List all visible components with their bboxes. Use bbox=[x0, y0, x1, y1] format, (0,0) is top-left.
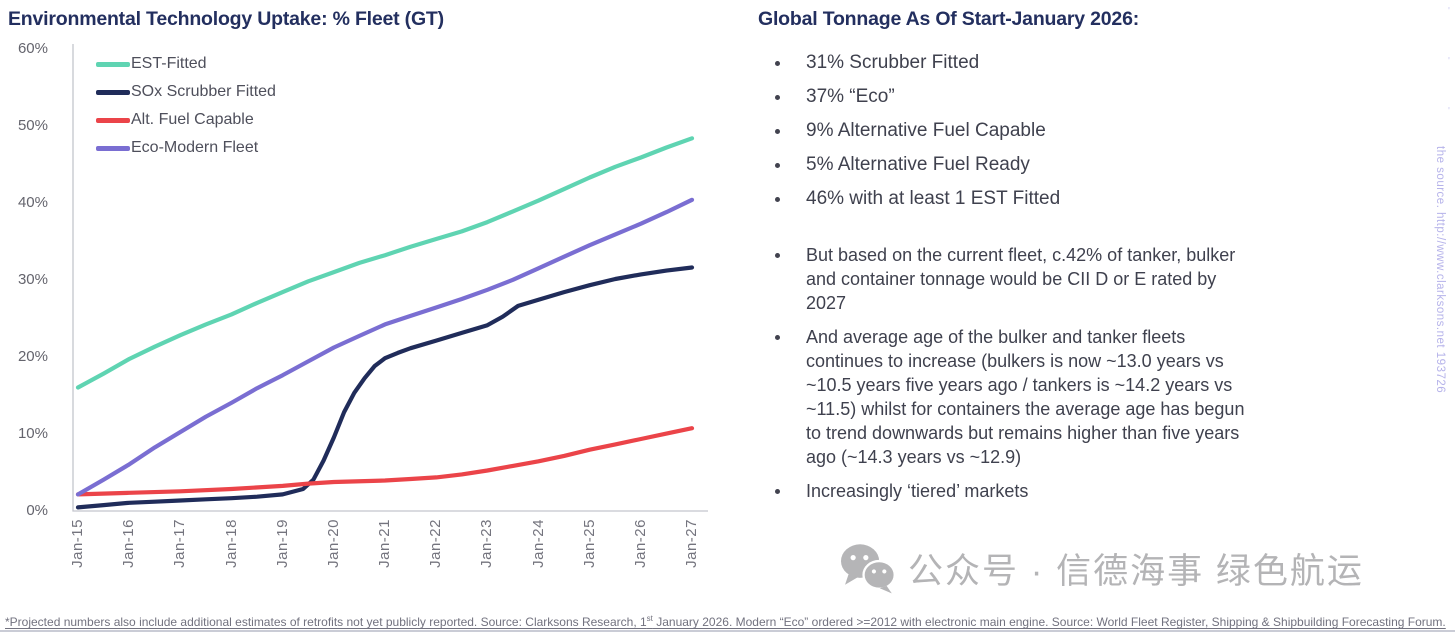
x-axis-label: Jan-26 bbox=[631, 519, 649, 568]
chart-title: Environmental Technology Uptake: % Fleet… bbox=[8, 8, 444, 30]
axis-lines bbox=[72, 44, 708, 512]
legend-item-alt-fuel: Alt. Fuel Capable bbox=[96, 106, 276, 134]
footer-note: *Projected numbers also include addition… bbox=[5, 614, 1453, 629]
x-axis-label: Jan-20 bbox=[324, 519, 342, 568]
line-chart bbox=[72, 44, 708, 512]
stat-text: 5% Alternative Fuel Ready bbox=[806, 154, 1030, 175]
bullet-icon bbox=[775, 197, 780, 202]
legend-label: SOx Scrubber Fitted bbox=[131, 83, 276, 100]
bullet-icon bbox=[775, 163, 780, 168]
legend-label: EST-Fitted bbox=[131, 55, 207, 72]
chart-legend: EST-Fitted SOx Scrubber Fitted Alt. Fuel… bbox=[96, 50, 276, 162]
series-line bbox=[75, 426, 695, 497]
series-line bbox=[75, 197, 695, 497]
bullet-icon bbox=[775, 61, 780, 66]
wechat-watermark: 公众号 · 信德海事 绿色航运 bbox=[838, 542, 1364, 594]
x-axis-label: Jan-21 bbox=[376, 519, 393, 568]
narrative-list: But based on the current fleet, c.42% of… bbox=[758, 243, 1258, 503]
y-axis-label: 60% bbox=[17, 40, 48, 58]
bullet-icon bbox=[775, 129, 780, 134]
side-watermark: the source. http://www.clarksons.net 193… bbox=[1434, 146, 1446, 394]
legend-swatch-line bbox=[96, 61, 130, 67]
y-axis-label: 20% bbox=[17, 347, 48, 365]
stat-text: 37% “Eco” bbox=[806, 86, 895, 107]
stat-text: 31% Scrubber Fitted bbox=[806, 52, 980, 73]
stats-list: 31% Scrubber Fitted 37% “Eco” 9% Alterna… bbox=[758, 53, 1408, 209]
text-panel: Global Tonnage As Of Start-January 2026:… bbox=[758, 8, 1408, 513]
narrative-text: Increasingly ‘tiered’ markets bbox=[806, 481, 1029, 501]
narrative-text: But based on the current fleet, c.42% of… bbox=[806, 245, 1236, 313]
x-axis-label: Jan-15 bbox=[69, 519, 86, 568]
x-axis-label: Jan-23 bbox=[478, 519, 496, 568]
legend-item-eco-modern: Eco-Modern Fleet bbox=[96, 134, 276, 162]
list-item: And average age of the bulker and tanker… bbox=[758, 325, 1258, 469]
legend-item-sox-scrubber: SOx Scrubber Fitted bbox=[96, 78, 276, 106]
legend-swatch-line bbox=[96, 89, 130, 95]
stat-text: 9% Alternative Fuel Capable bbox=[806, 120, 1046, 141]
footer-text: January 2026. Modern “Eco” ordered >=201… bbox=[652, 615, 1446, 629]
list-item: But based on the current fleet, c.42% of… bbox=[758, 243, 1258, 315]
legend-swatch-line bbox=[96, 145, 130, 151]
stat-text: 46% with at least 1 EST Fitted bbox=[806, 188, 1061, 209]
x-axis-label: Jan-18 bbox=[222, 519, 240, 568]
list-item: 9% Alternative Fuel Capable bbox=[758, 121, 1408, 141]
bullet-icon bbox=[775, 95, 780, 100]
y-axis-label: 40% bbox=[17, 193, 48, 211]
x-axis-label: Jan-17 bbox=[171, 519, 189, 568]
edge-watermark-mark: ' bbox=[1448, 6, 1450, 17]
x-axis-label: Jan-19 bbox=[273, 519, 291, 568]
bottom-divider bbox=[0, 630, 1455, 632]
legend-swatch-line bbox=[96, 117, 130, 123]
y-axis-label: 30% bbox=[17, 270, 48, 288]
edge-watermark-mark: ' bbox=[1448, 56, 1450, 67]
edge-watermark-mark: ' bbox=[1448, 106, 1450, 117]
bullet-icon bbox=[775, 335, 780, 340]
x-axis-label: Jan-16 bbox=[120, 519, 138, 568]
wechat-icon bbox=[841, 544, 896, 594]
legend-label: Eco-Modern Fleet bbox=[131, 139, 259, 156]
series-line bbox=[75, 136, 695, 390]
section-title: Global Tonnage As Of Start-January 2026: bbox=[758, 8, 1140, 30]
list-item: 37% “Eco” bbox=[758, 87, 1408, 107]
list-item: 46% with at least 1 EST Fitted bbox=[758, 189, 1408, 209]
legend-item-est-fitted: EST-Fitted bbox=[96, 50, 276, 78]
y-axis-label: 50% bbox=[17, 117, 48, 134]
wechat-watermark-text: 公众号 · 信德海事 绿色航运 bbox=[908, 551, 1364, 591]
y-axis-label: 10% bbox=[17, 424, 48, 442]
x-axis-label: Jan-27 bbox=[683, 519, 700, 568]
x-axis-label: Jan-24 bbox=[529, 519, 547, 568]
bullet-icon bbox=[775, 253, 780, 258]
bullet-icon bbox=[775, 489, 780, 494]
chart-panel: Environmental Technology Uptake: % Fleet… bbox=[8, 8, 708, 568]
footer-superscript: st bbox=[646, 614, 653, 623]
legend-label: Alt. Fuel Capable bbox=[131, 111, 254, 128]
list-item: 5% Alternative Fuel Ready bbox=[758, 155, 1408, 175]
list-item: Increasingly ‘tiered’ markets bbox=[758, 479, 1258, 503]
y-axis-label: 0% bbox=[26, 501, 48, 519]
x-axis-label: Jan-22 bbox=[427, 519, 445, 568]
list-item: 31% Scrubber Fitted bbox=[758, 53, 1408, 73]
footer-text: *Projected numbers also include addition… bbox=[5, 615, 647, 629]
series-line bbox=[75, 265, 695, 510]
narrative-text: And average age of the bulker and tanker… bbox=[806, 327, 1245, 467]
x-axis-label: Jan-25 bbox=[580, 519, 598, 568]
